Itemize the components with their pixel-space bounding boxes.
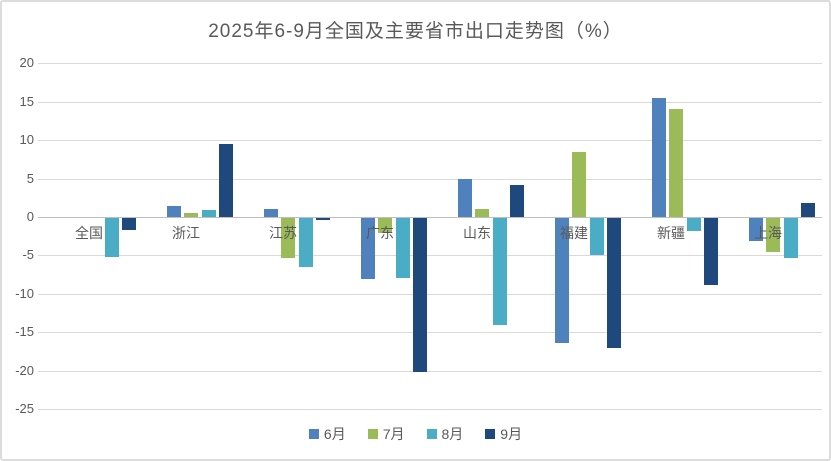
- x-axis-label: 广东: [366, 225, 394, 241]
- y-axis-tick: -5: [22, 247, 34, 263]
- legend-label: 7月: [382, 426, 405, 442]
- bar-7月-上海: [766, 218, 781, 252]
- x-axis-label: 浙江: [172, 225, 200, 241]
- legend-swatch-icon: [367, 429, 378, 439]
- legend-item: 9月: [485, 424, 522, 444]
- chart-title: 2025年6-9月全国及主要省市出口走势图（%）: [208, 21, 623, 42]
- bar-7月-福建: [572, 152, 587, 217]
- x-axis-label: 山东: [463, 225, 491, 241]
- x-axis-label: 福建: [560, 225, 588, 241]
- gridline: [38, 178, 822, 180]
- gridline: [38, 293, 822, 295]
- y-axis-tick: -15: [15, 324, 34, 340]
- gridline: [38, 370, 822, 372]
- y-axis-tick: -20: [15, 362, 34, 378]
- gridline: [38, 140, 822, 142]
- gridline: [38, 255, 822, 257]
- x-axis-label: 全国: [75, 225, 103, 241]
- bar-6月-山东: [457, 179, 472, 217]
- y-axis-tick: 20: [19, 55, 34, 71]
- legend-item: 7月: [367, 424, 405, 444]
- bar-8月-江苏: [298, 218, 313, 268]
- legend-item: 8月: [426, 424, 464, 444]
- bar-9月-上海: [801, 203, 816, 217]
- bar-8月-上海: [783, 218, 798, 258]
- bar-9月-全国: [122, 218, 137, 230]
- gridline: [38, 63, 822, 65]
- bar-9月-广东: [413, 218, 428, 372]
- bar-7月-新疆: [669, 109, 684, 217]
- y-axis-tick: 15: [19, 93, 34, 109]
- legend-swatch-icon: [308, 429, 319, 439]
- bar-7月-浙江: [184, 213, 199, 217]
- bar-7月-广东: [378, 218, 393, 234]
- y-axis-tick: -10: [15, 285, 34, 301]
- x-axis-label: 江苏: [269, 225, 297, 241]
- y-axis-tick: 0: [26, 209, 34, 224]
- y-axis-tick: 5: [26, 170, 34, 186]
- bar-6月-江苏: [263, 209, 278, 217]
- bar-8月-浙江: [201, 210, 216, 217]
- bar-9月-江苏: [316, 218, 331, 221]
- bar-7月-山东: [475, 209, 490, 217]
- bar-8月-新疆: [686, 218, 701, 232]
- bar-6月-新疆: [651, 97, 666, 217]
- gridline: [38, 101, 822, 103]
- axis-zero-line: [38, 217, 822, 218]
- bar-9月-山东: [510, 184, 525, 217]
- legend-swatch-icon: [485, 429, 496, 439]
- bar-6月-福建: [554, 218, 569, 344]
- bar-8月-广东: [395, 218, 410, 278]
- legend-label: 6月: [323, 426, 346, 442]
- legend-swatch-icon: [426, 429, 437, 439]
- bar-9月-浙江: [219, 144, 234, 217]
- y-axis-tick: 10: [19, 132, 34, 148]
- bar-8月-全国: [104, 218, 119, 258]
- x-axis-label: 上海: [754, 225, 782, 241]
- legend: 6月 7月 8月 9月: [0, 424, 831, 444]
- legend-item: 6月: [308, 424, 346, 444]
- gridline: [38, 332, 822, 334]
- x-axis-label: 新疆: [657, 225, 685, 241]
- bar-7月-江苏: [281, 218, 296, 258]
- bar-6月-上海: [748, 218, 763, 242]
- bar-9月-新疆: [704, 218, 719, 285]
- y-axis-tick: -25: [15, 401, 34, 416]
- legend-label: 8月: [441, 426, 464, 442]
- bar-8月-山东: [492, 218, 507, 325]
- gridline: [38, 409, 822, 410]
- bar-6月-广东: [360, 218, 375, 280]
- legend-label: 9月: [500, 426, 523, 442]
- bar-8月-福建: [589, 218, 604, 255]
- bar-6月-浙江: [166, 206, 181, 217]
- bar-9月-福建: [607, 218, 622, 348]
